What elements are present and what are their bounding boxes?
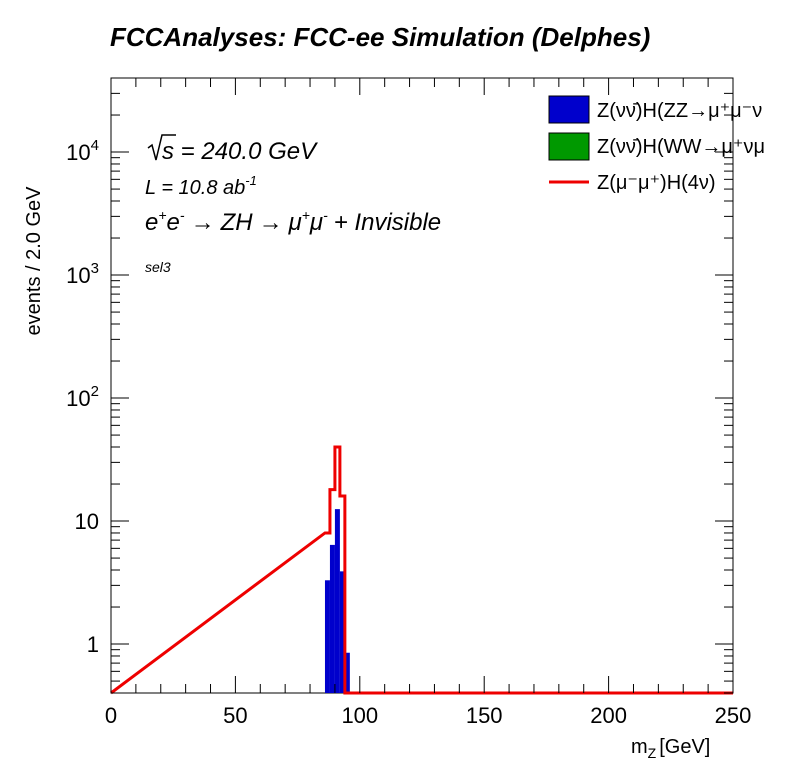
energy-text: s = 240.0 GeV: [162, 138, 318, 165]
bar-s0-1: [329, 544, 335, 693]
x-tick-label: 150: [466, 703, 503, 728]
x-tick-label: 0: [105, 703, 117, 728]
legend-swatch-ww: [548, 132, 590, 161]
axis-ticks: [110, 77, 734, 694]
y-tick-label: 10: [75, 509, 99, 534]
legend: Z(νν̄)H(ZZ→μ⁺μ⁻ν Z(νν̄)H(WW→μ⁺νμ Z(μ⁻μ⁺)…: [548, 95, 765, 194]
bar-s0-3: [339, 571, 345, 693]
x-tick-label: 250: [715, 703, 752, 728]
legend-label-ww: Z(νν̄)H(WW→μ⁺νμ: [597, 136, 765, 158]
x-tick-label: 200: [590, 703, 627, 728]
series-line-2: [110, 445, 733, 695]
x-tick-label: 100: [341, 703, 378, 728]
legend-label-zz: Z(νν̄)H(ZZ→μ⁺μ⁻ν: [597, 100, 762, 122]
y-tick-label: 104: [66, 137, 99, 165]
bar-s0-0: [324, 580, 330, 693]
energy-annotation: s = 240.0 GeV: [147, 134, 318, 165]
sqrt-symbol: [147, 134, 176, 161]
bar-s0-4: [344, 652, 350, 693]
y-axis-title: events / 2.0 GeV: [23, 186, 45, 336]
legend-label-4nu: Z(μ⁻μ⁺)H(4ν): [597, 172, 716, 194]
y-tick-label: 103: [66, 260, 99, 288]
y-tick-label: 102: [66, 383, 99, 411]
process-label: e+e- → ZH → μ+μ- + Invisible: [145, 207, 441, 236]
y-tick-labels: 1 10 102 103 104: [66, 137, 99, 657]
luminosity-label: L = 10.8 ab-1: [145, 173, 257, 199]
y-tick-label: 1: [87, 632, 99, 657]
x-axis-title: mZ [GeV]: [631, 736, 710, 761]
chart-title: FCCAnalyses: FCC-ee Simulation (Delphes): [110, 22, 650, 52]
selection-label: sel3: [145, 259, 171, 275]
legend-swatch-zz: [548, 95, 590, 124]
bar-s0-2: [334, 509, 340, 693]
x-tick-label: 50: [223, 703, 247, 728]
x-tick-labels: 0 50 100 150 200 250: [105, 703, 751, 728]
histogram-layer: [110, 445, 733, 695]
